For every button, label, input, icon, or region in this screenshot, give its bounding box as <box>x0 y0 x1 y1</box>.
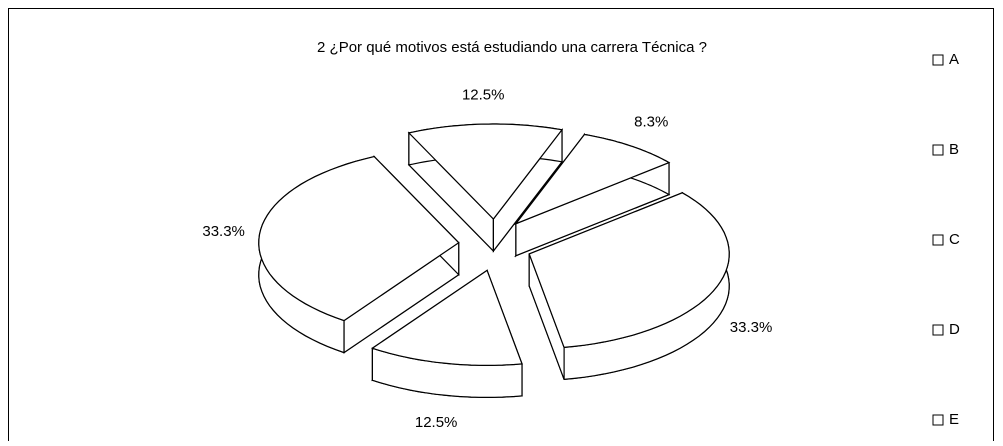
legend-swatch <box>932 144 944 156</box>
pie-slice <box>371 269 523 398</box>
legend-label: E <box>949 411 959 428</box>
slice-top <box>407 123 564 220</box>
slice-top <box>528 192 730 349</box>
legend-label: B <box>949 141 959 158</box>
legend-swatch <box>932 324 944 336</box>
pie-slice <box>514 132 671 258</box>
data-label: 33.3% <box>730 319 773 336</box>
legend-swatch <box>932 54 944 66</box>
legend-swatch <box>932 234 944 246</box>
legend-label: D <box>949 321 960 338</box>
pie-slice <box>258 155 460 354</box>
pie-slice <box>407 123 564 253</box>
legend-label: A <box>949 51 959 68</box>
data-label: 12.5% <box>462 87 505 104</box>
chart-title: 2 ¿Por qué motivos está estudiando una c… <box>317 39 707 56</box>
slice-top <box>371 269 523 366</box>
legend-label: C <box>949 231 960 248</box>
data-label: 8.3% <box>634 114 668 131</box>
legend-swatch <box>932 414 944 426</box>
data-label: 12.5% <box>415 414 458 431</box>
slice-top <box>514 133 671 226</box>
slice-top <box>258 155 460 322</box>
data-label: 33.3% <box>202 223 245 240</box>
pie-slice <box>528 191 730 381</box>
